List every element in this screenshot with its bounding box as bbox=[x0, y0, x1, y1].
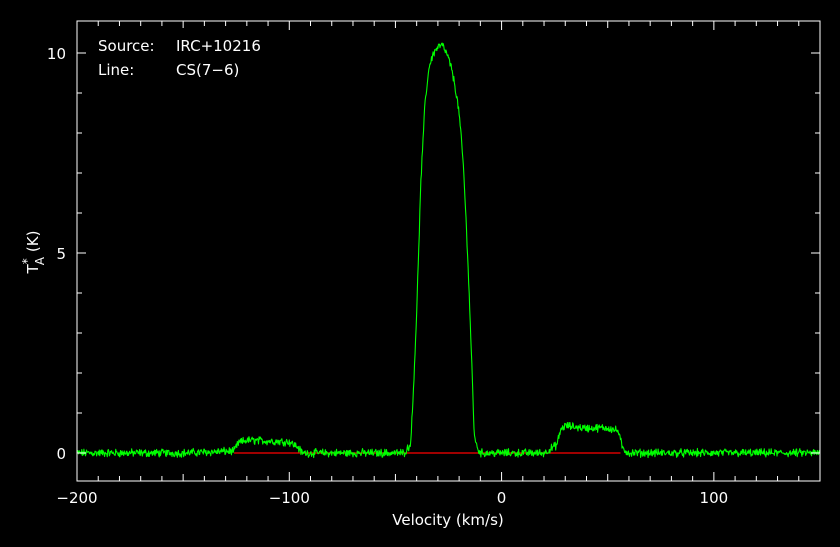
spectrum-line bbox=[76, 42, 821, 459]
line-value: CS(7−6) bbox=[176, 61, 239, 79]
x-tick-label: −200 bbox=[56, 489, 97, 507]
x-tick-label: 100 bbox=[700, 489, 729, 507]
x-tick-label: 0 bbox=[497, 489, 507, 507]
source-value: IRC+10216 bbox=[176, 37, 261, 55]
y-tick-label: 10 bbox=[47, 45, 66, 63]
y-axis-label-unit: (K) bbox=[24, 231, 42, 253]
y-tick-label: 0 bbox=[56, 445, 66, 463]
source-key: Source: bbox=[98, 37, 155, 55]
x-axis-label: Velocity (km/s) bbox=[392, 511, 503, 529]
y-axis-label-sub: A bbox=[33, 256, 47, 265]
y-axis-label-star: * bbox=[20, 258, 34, 264]
y-tick-label: 5 bbox=[56, 245, 66, 263]
line-key: Line: bbox=[98, 61, 134, 79]
svg-text:T*A(K): T*A (K) bbox=[20, 231, 47, 275]
x-tick-label: −100 bbox=[269, 489, 310, 507]
plot-frame bbox=[76, 20, 821, 482]
y-axis-label: T*A (K) bbox=[20, 231, 47, 275]
y-axis-label-main: T bbox=[24, 263, 42, 274]
